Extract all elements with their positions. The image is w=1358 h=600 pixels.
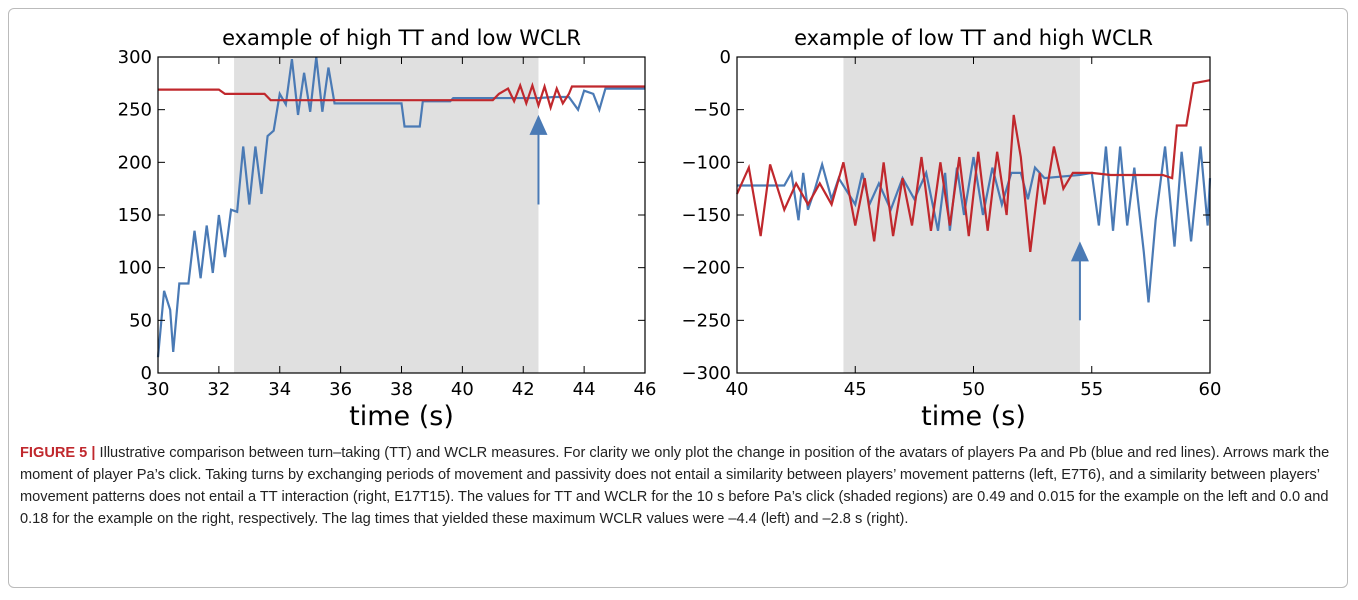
y-tick-label: 0 (141, 363, 152, 384)
caption: FIGURE 5 | Illustrative comparison betwe… (20, 442, 1342, 530)
data-line (735, 79, 1211, 253)
x-tick-label: 44 (573, 379, 596, 400)
chart-title: example of low TT and high WCLR (794, 26, 1153, 50)
y-tick-label: −300 (682, 363, 731, 384)
y-tick-label: 150 (118, 205, 152, 226)
arrow-head (1070, 241, 1089, 262)
x-tick-label: 46 (634, 379, 657, 400)
shaded-region (234, 57, 539, 373)
y-tick-label: 100 (118, 258, 152, 279)
x-tick-label: 55 (1080, 379, 1103, 400)
y-tick-label: 50 (129, 310, 152, 331)
charts: 30 32 34 36 38 40 42 44 46 0 50 100 150 200 250 300 exam… (118, 26, 1222, 432)
y-tick-label: 0 (720, 47, 731, 68)
x-tick-label: 34 (268, 379, 291, 400)
y-tick-label: −150 (682, 205, 731, 226)
figure-frame (8, 8, 1348, 588)
x-tick-label: 40 (726, 379, 749, 400)
y-tick-label: 250 (118, 100, 152, 121)
y-tick-label: 200 (118, 152, 152, 173)
x-tick-label: 50 (962, 379, 985, 400)
caption-text: Illustrative comparison between turn–tak… (20, 445, 1330, 527)
x-axis-label: time (s) (349, 401, 454, 432)
y-tick-label: −200 (682, 258, 731, 279)
y-tick-label: 300 (118, 47, 152, 68)
x-axis-label: time (s) (921, 401, 1026, 432)
y-tick-label: −100 (682, 152, 731, 173)
x-tick-label: 30 (147, 379, 170, 400)
arrow-head (529, 114, 548, 135)
caption-label: FIGURE 5 | (20, 445, 96, 461)
data-line (737, 146, 1212, 303)
x-tick-label: 42 (512, 379, 535, 400)
y-tick-label: −50 (693, 100, 731, 121)
data-line (158, 81, 645, 112)
x-tick-label: 32 (207, 379, 230, 400)
x-tick-label: 60 (1199, 379, 1222, 400)
chart-title: example of high TT and low WCLR (222, 26, 581, 50)
x-tick-label: 45 (844, 379, 867, 400)
x-tick-label: 40 (451, 379, 474, 400)
x-tick-label: 38 (390, 379, 413, 400)
y-tick-label: −250 (682, 310, 731, 331)
shaded-region (843, 57, 1080, 373)
x-tick-label: 36 (329, 379, 352, 400)
